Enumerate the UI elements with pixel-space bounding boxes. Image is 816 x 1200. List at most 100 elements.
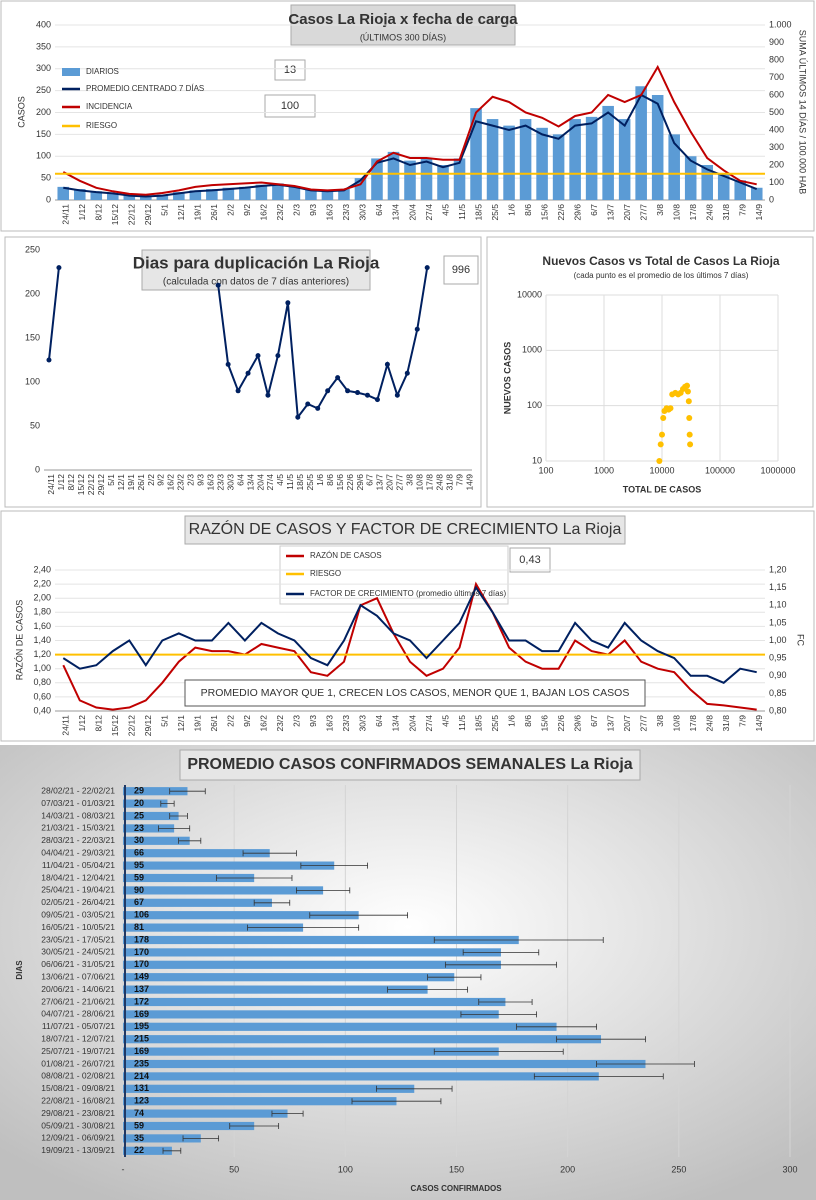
- point: [667, 405, 674, 412]
- x-tick-label: 24/11: [61, 204, 71, 225]
- error-bar: [596, 1061, 695, 1067]
- bar: [123, 799, 168, 808]
- x-tick-label: 7/9: [737, 204, 747, 216]
- bar: [123, 1035, 602, 1044]
- error-bar: [516, 1023, 597, 1030]
- y-tick-label: 08/08/21 - 02/08/21: [41, 1071, 115, 1081]
- value-label: 66: [134, 848, 144, 858]
- x-tick-label: 22/6: [345, 474, 355, 491]
- tick-label: 350: [36, 41, 51, 51]
- point: [225, 361, 231, 367]
- annotation: 996: [452, 264, 470, 276]
- bar: [123, 194, 136, 200]
- x-tick-label: 20/7: [622, 715, 632, 732]
- line: [62, 64, 757, 196]
- tick-label: 1,20: [769, 564, 787, 574]
- bar: [519, 119, 532, 200]
- legend-label: INCIDENCIA: [86, 102, 133, 111]
- tick-label: 1,40: [33, 635, 51, 645]
- x-tick-label: 29/12: [96, 474, 106, 496]
- title: Casos La Rioja x fecha de carga: [288, 11, 518, 28]
- tick-label: 200: [25, 288, 40, 298]
- x-tick-label: 31/8: [721, 204, 731, 221]
- bar: [123, 1109, 288, 1118]
- value-label: 131: [134, 1083, 149, 1093]
- bar: [470, 108, 482, 200]
- error-bar: [242, 850, 297, 857]
- x-tick-label: 20/4: [407, 715, 417, 732]
- x-tick-label: 1/12: [56, 474, 66, 491]
- bar: [536, 127, 548, 200]
- value-label: 29: [134, 786, 144, 796]
- bar: [684, 156, 697, 200]
- tick-label: 1,05: [769, 617, 787, 627]
- title: RAZÓN DE CASOS Y FACTOR DE CRECIMIENTO L…: [189, 519, 622, 538]
- tick-label: 100: [36, 151, 51, 161]
- point: [46, 357, 52, 363]
- x-tick-label: 6/4: [235, 474, 245, 486]
- error-bar: [433, 1048, 564, 1055]
- x-tick-label: 25/5: [490, 715, 500, 732]
- y-tick-label: 05/09/21 - 30/08/21: [41, 1120, 115, 1130]
- bar: [90, 191, 103, 200]
- point: [404, 370, 410, 376]
- x-tick-label: 9/2: [156, 474, 166, 486]
- chart-weekly: PROMEDIO CASOS CONFIRMADOS SEMANALES La …: [0, 745, 816, 1200]
- bar: [123, 861, 335, 870]
- value-label: 123: [134, 1096, 149, 1106]
- tick-label: 0,80: [33, 677, 51, 687]
- y-tick-label: 25/04/21 - 19/04/21: [41, 885, 115, 895]
- y-tick-label: 11/04/21 - 05/04/21: [42, 860, 115, 870]
- bar: [602, 105, 614, 200]
- tick-label: 150: [36, 129, 51, 139]
- value-label: 59: [134, 872, 144, 882]
- tick-label: 100: [25, 376, 40, 386]
- bar: [569, 119, 581, 200]
- y-tick-label: 11/07/21 - 05/07/21: [42, 1021, 115, 1031]
- bar: [123, 1010, 499, 1019]
- bar: [123, 1072, 599, 1081]
- x-tick-label: 11/5: [285, 474, 295, 490]
- x-tick-label: 16/3: [325, 715, 335, 732]
- x-tick-label: 8/6: [325, 474, 335, 486]
- bar: [404, 160, 416, 200]
- bar: [453, 158, 466, 200]
- x-tick-label: 10/8: [671, 715, 681, 732]
- tick-label: 100: [769, 177, 784, 187]
- x-tick-label: 7/9: [737, 715, 747, 727]
- x-tick-label: 3/8: [655, 204, 665, 216]
- x-tick-label: 17/8: [424, 474, 434, 491]
- x-tick-label: 6/4: [374, 715, 384, 727]
- value-label: 137: [134, 984, 149, 994]
- x-tick-label: 4/5: [275, 474, 285, 486]
- point: [656, 458, 663, 464]
- value-label: 95: [134, 860, 144, 870]
- bar: [123, 1146, 172, 1155]
- value-label: 172: [134, 996, 149, 1006]
- point: [245, 370, 251, 376]
- y-axis-label: CASOS: [16, 96, 26, 128]
- point: [265, 392, 271, 398]
- bar: [123, 1047, 499, 1056]
- value-label: 149: [134, 972, 149, 982]
- value-label: 22: [134, 1145, 144, 1155]
- error-bar: [271, 1110, 304, 1117]
- tick-label: 600: [769, 89, 784, 99]
- legend-label: FACTOR DE CRECIMIENTO (promedio últimos …: [310, 589, 507, 598]
- tick-label: 0,95: [769, 653, 787, 663]
- point: [364, 392, 370, 398]
- point: [285, 300, 291, 306]
- bar: [123, 811, 179, 821]
- x-tick-label: 27/7: [638, 204, 648, 221]
- note: PROMEDIO MAYOR QUE 1, CRECEN LOS CASOS, …: [201, 687, 630, 699]
- x-tick-label: 200: [560, 1164, 575, 1174]
- x-tick-label: 22/12: [127, 204, 137, 226]
- x-tick-label: 24/8: [704, 715, 714, 732]
- x-tick-label: 18/5: [295, 474, 305, 491]
- x-tick-label: 30/3: [225, 474, 235, 491]
- point: [215, 282, 221, 288]
- x-tick-label: 16/2: [166, 474, 176, 491]
- bar: [156, 194, 169, 200]
- point: [335, 375, 341, 381]
